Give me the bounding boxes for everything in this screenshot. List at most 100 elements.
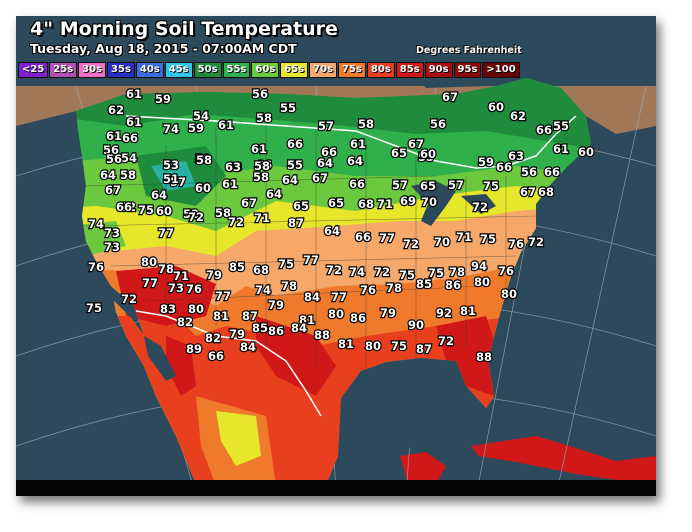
temperature-reading: 72 — [121, 292, 137, 306]
temperature-reading: 84 — [304, 290, 320, 304]
temperature-reading: 62 — [510, 109, 526, 123]
temperature-reading: 75 — [278, 257, 294, 271]
temperature-reading: 75 — [480, 232, 496, 246]
temperature-reading: 77 — [142, 276, 158, 290]
temperature-reading: 66 — [544, 165, 560, 179]
legend-swatch: 50s — [193, 62, 222, 78]
temperature-reading: 58 — [358, 117, 374, 131]
temperature-reading: 84 — [291, 321, 307, 335]
temperature-reading: 55 — [418, 150, 434, 164]
temperature-reading: 76 — [360, 283, 376, 297]
temperature-reading: 55 — [280, 101, 296, 115]
temperature-reading: 68 — [358, 197, 374, 211]
temperature-reading: 67 — [241, 196, 257, 210]
temperature-reading: 62 — [120, 200, 136, 214]
legend-swatch: 60s — [251, 62, 280, 78]
temperature-reading: 61 — [106, 129, 122, 143]
temperature-reading: 77 — [331, 290, 347, 304]
legend-swatch: 55s — [222, 62, 251, 78]
temperature-reading: 77 — [158, 226, 174, 240]
state-lines — [85, 126, 537, 366]
temperature-reading: 67 — [105, 183, 121, 197]
temperature-reading: 76 — [498, 264, 514, 278]
legend-swatch: >100 — [482, 62, 520, 78]
units-label: Degrees Fahrenheit — [416, 45, 522, 56]
temperature-reading: 58 — [253, 170, 269, 184]
temperature-reading: 56 — [521, 165, 537, 179]
map-timestamp: Tuesday, Aug 18, 2015 - 07:00AM CDT — [30, 41, 297, 56]
temperature-reading: 63 — [226, 160, 242, 174]
temperature-reading: 67 — [312, 171, 328, 185]
temperature-reading: 66 — [355, 230, 371, 244]
temperature-reading: 78 — [158, 262, 174, 276]
temperature-reading: 75 — [428, 266, 444, 280]
temperature-reading: 72 — [403, 237, 419, 251]
map-title: 4" Morning Soil Temperature — [30, 18, 338, 40]
temperature-reading: 64 — [266, 187, 282, 201]
bottom-bar — [16, 480, 656, 496]
legend-swatch: 45s — [164, 62, 193, 78]
temperature-reading: 72 — [472, 200, 488, 214]
temperature-reading: 66 — [496, 160, 512, 174]
temperature-reading: 60 — [156, 204, 172, 218]
temperature-reading: 78 — [449, 265, 465, 279]
temperature-reading: 56 — [103, 143, 119, 157]
temperature-reading: 75 — [391, 339, 407, 353]
temperature-reading: 67 — [520, 185, 536, 199]
temperature-reading: 83 — [160, 302, 176, 316]
temperature-reading: 78 — [386, 281, 402, 295]
temperature-reading: 66 — [116, 200, 132, 214]
temperature-reading: 85 — [229, 260, 245, 274]
temperature-reading: 86 — [445, 278, 461, 292]
temperature-reading: 89 — [186, 342, 202, 356]
temperature-reading: 61 — [126, 115, 142, 129]
temperature-reading: 59 — [478, 155, 494, 169]
temperature-reading: 58 — [215, 206, 231, 220]
temperature-reading: 72 — [188, 210, 204, 224]
temperature-reading: 67 — [442, 90, 458, 104]
legend-swatch: 25s — [49, 62, 78, 78]
temperature-reading: 88 — [476, 350, 492, 364]
temperature-reading: 64 — [100, 168, 116, 182]
temperature-reading: 71 — [377, 197, 393, 211]
temperature-reading: 82 — [177, 315, 193, 329]
temperature-reading: 59 — [155, 92, 171, 106]
temperature-reading: 72 — [326, 263, 342, 277]
temperature-reading: 66 — [208, 349, 224, 363]
legend-swatch: 85s — [395, 62, 424, 78]
temperature-reading: 79 — [380, 306, 396, 320]
temperature-reading: 57 — [392, 178, 408, 192]
temperature-reading: 78 — [281, 279, 297, 293]
temperature-reading: 72 — [438, 334, 454, 348]
temperature-reading: 65 — [391, 146, 407, 160]
temperature-reading: 82 — [205, 331, 221, 345]
temperature-reading: 57 — [448, 178, 464, 192]
temperature-reading: 74 — [349, 265, 365, 279]
temperature-reading: 70 — [421, 195, 437, 209]
temperature-reading: 58 — [254, 159, 270, 173]
legend-swatch: 75s — [338, 62, 366, 78]
temperature-reading: 66 — [321, 145, 337, 159]
map-header: 4" Morning Soil Temperature Tuesday, Aug… — [16, 16, 656, 86]
temperature-reading: 63 — [508, 149, 524, 163]
borders — [125, 115, 577, 417]
temperature-reading: 80 — [474, 275, 490, 289]
temperature-reading: 81 — [338, 337, 354, 351]
temperature-reading: 66 — [287, 137, 303, 151]
temperature-reading: 61 — [126, 87, 142, 101]
temperature-reading: 56 — [430, 117, 446, 131]
temperature-reading: 57 — [318, 119, 334, 133]
legend-swatch: 40s — [135, 62, 164, 78]
temperature-reading: 56 — [252, 87, 268, 101]
temperature-reading: 60 — [420, 147, 436, 161]
temperature-reading: 77 — [215, 289, 231, 303]
temperature-reading: 72 — [228, 215, 244, 229]
temperature-reading: 73 — [104, 240, 120, 254]
temperature-reading: 61 — [553, 142, 569, 156]
temperature-reading: 87 — [288, 216, 304, 230]
temperature-reading: 59 — [188, 121, 204, 135]
temperature-reading: 88 — [314, 328, 330, 342]
temperature-reading: 85 — [252, 321, 268, 335]
temperature-reading: 77 — [379, 231, 395, 245]
